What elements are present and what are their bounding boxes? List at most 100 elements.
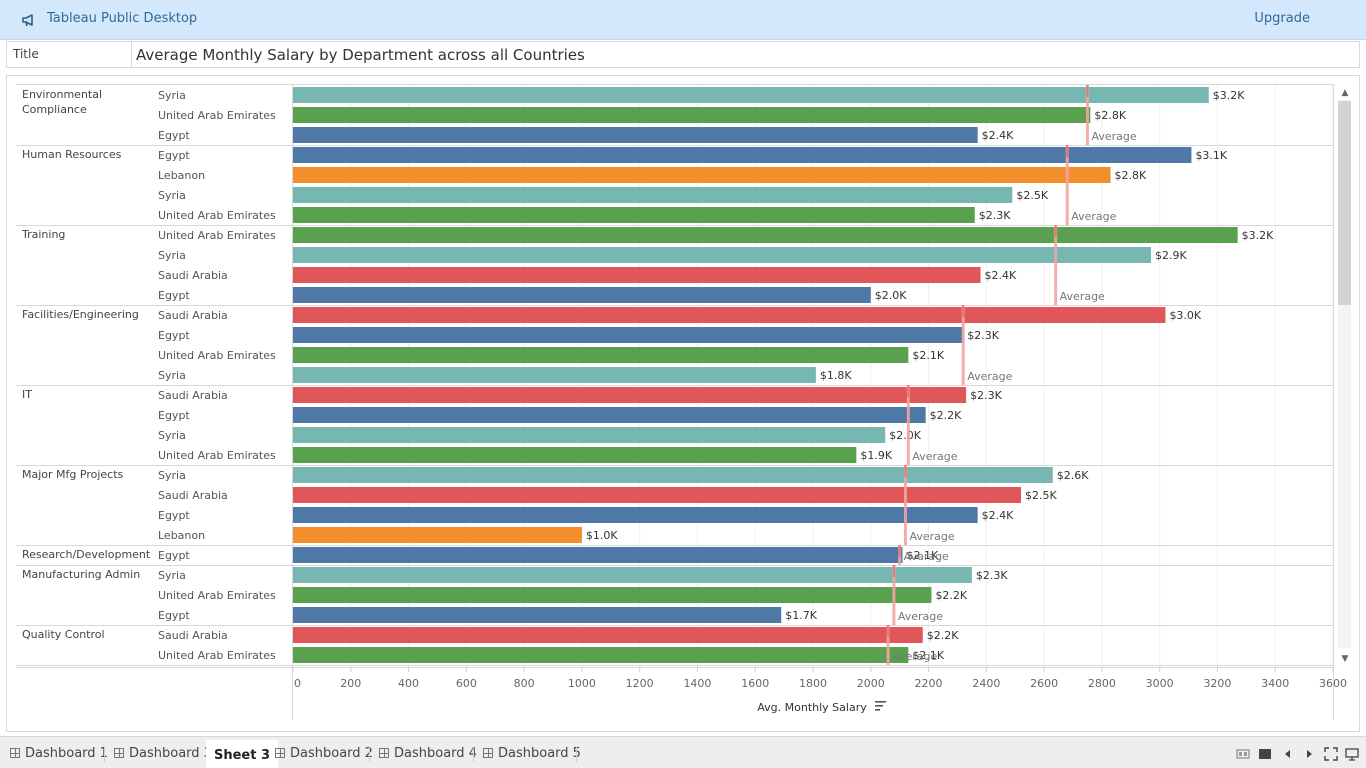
country-label: Syria — [158, 369, 186, 382]
vertical-scrollbar[interactable]: ▲ ▼ — [1335, 84, 1355, 668]
tab-sheet-3[interactable]: Sheet 3 — [206, 740, 279, 768]
bar[interactable] — [293, 227, 1238, 243]
country-label: United Arab Emirates — [158, 209, 276, 222]
upgrade-link[interactable]: Upgrade — [1254, 11, 1310, 26]
bar[interactable] — [293, 307, 1166, 323]
average-line[interactable] — [886, 625, 890, 665]
x-tick-label: 1000 — [568, 677, 596, 690]
scrollbar-thumb[interactable] — [1338, 101, 1351, 305]
bar[interactable] — [293, 487, 1021, 503]
country-label: Syria — [158, 89, 186, 102]
scroll-up-icon[interactable]: ▲ — [1341, 88, 1349, 98]
country-label: United Arab Emirates — [158, 109, 276, 122]
bar[interactable] — [293, 347, 909, 363]
average-line[interactable] — [1085, 85, 1089, 145]
department-label-line: Environmental — [22, 88, 102, 101]
country-label: Egypt — [158, 409, 190, 422]
sort-icon[interactable] — [875, 701, 886, 711]
average-line[interactable] — [961, 305, 965, 385]
tab-dashboard-3[interactable]: Dashboard 3 — [106, 740, 220, 768]
tab-dashboard-1[interactable]: Dashboard 1 — [2, 740, 116, 768]
country-label: Syria — [158, 429, 186, 442]
department-label: Major Mfg Projects — [22, 468, 124, 481]
average-line-cap — [1066, 145, 1069, 157]
x-tick-label: 2800 — [1088, 677, 1116, 690]
dashboard-icon — [483, 748, 493, 758]
department-label-line: Quality Control — [22, 628, 105, 641]
next-sheet-icon[interactable] — [1302, 747, 1316, 761]
previous-sheet-icon[interactable] — [1281, 747, 1295, 761]
department-group: Environmental Compliance Syria $3.2K United … — [16, 85, 1333, 146]
bar[interactable] — [293, 87, 1209, 103]
bar[interactable] — [293, 567, 972, 583]
bar-value-label: $2.5K — [1016, 189, 1048, 202]
bar[interactable] — [293, 467, 1053, 483]
department-label-line: Major Mfg Projects — [22, 468, 124, 481]
bar[interactable] — [293, 367, 816, 383]
bar[interactable] — [293, 327, 964, 343]
tab-label: Dashboard 1 — [25, 746, 108, 761]
department-label-line: Facilities/Engineering — [22, 308, 139, 321]
bar[interactable] — [293, 627, 923, 643]
bar-value-label: $2.6K — [1057, 469, 1089, 482]
present-icon[interactable] — [1345, 747, 1359, 761]
bar[interactable] — [293, 647, 909, 663]
bar[interactable] — [293, 447, 857, 463]
bar[interactable] — [293, 207, 975, 223]
bar[interactable] — [293, 527, 582, 543]
average-line[interactable] — [892, 565, 896, 625]
x-tick-label: 400 — [398, 677, 419, 690]
bar[interactable] — [293, 247, 1151, 263]
bar[interactable] — [293, 607, 782, 623]
department-group: Major Mfg Projects Syria $2.6K Saudi Arabia… — [16, 465, 1333, 546]
bar-value-label: $2.4K — [985, 269, 1017, 282]
average-line[interactable] — [903, 465, 907, 545]
x-axis-title[interactable]: Avg. Monthly Salary — [757, 701, 867, 714]
filmstrip-icon[interactable] — [1258, 747, 1272, 761]
fullscreen-icon[interactable] — [1324, 747, 1338, 761]
tab-dashboard-4[interactable]: Dashboard 4 — [371, 740, 485, 768]
bar[interactable] — [293, 427, 886, 443]
bar[interactable] — [293, 387, 967, 403]
country-label: Saudi Arabia — [158, 269, 228, 282]
bar-value-label: $1.9K — [860, 449, 892, 462]
average-line-cap — [962, 305, 965, 317]
bar[interactable] — [293, 547, 903, 563]
x-tick-label: 1800 — [799, 677, 827, 690]
x-axis: 0 200 400 600 800 1000 1200 1400 1600 1800 2000 220… — [292, 668, 1347, 714]
bar[interactable] — [293, 147, 1192, 163]
bar[interactable] — [293, 167, 1111, 183]
bar[interactable] — [293, 287, 871, 303]
megaphone-icon[interactable] — [20, 11, 38, 29]
dashboard-icon — [114, 748, 124, 758]
bar[interactable] — [293, 407, 926, 423]
country-label: Saudi Arabia — [158, 389, 228, 402]
bar[interactable] — [293, 187, 1013, 203]
x-tick-label: 3000 — [1146, 677, 1174, 690]
average-label: Average — [912, 450, 957, 463]
tab-label: Sheet 3 — [214, 748, 271, 763]
average-line[interactable] — [1054, 225, 1058, 305]
tab-label: Dashboard 4 — [394, 746, 477, 761]
bar[interactable] — [293, 507, 978, 523]
bar-value-label: $2.8K — [1094, 109, 1126, 122]
bar[interactable] — [293, 267, 981, 283]
scroll-down-icon[interactable]: ▼ — [1341, 654, 1349, 664]
department-label: Training — [21, 228, 65, 241]
department-label-line: Manufacturing Admin — [22, 568, 140, 581]
country-label: United Arab Emirates — [158, 229, 276, 242]
average-line[interactable] — [906, 385, 910, 465]
page-title[interactable]: Average Monthly Salary by Department acr… — [136, 46, 585, 64]
bar-value-label: $2.9K — [1155, 249, 1187, 262]
country-label: United Arab Emirates — [158, 449, 276, 462]
tab-dashboard-2[interactable]: Dashboard 2 — [267, 740, 381, 768]
department-label-line: Compliance — [22, 103, 87, 116]
tab-dashboard-5[interactable]: Dashboard 5 — [475, 740, 589, 768]
country-label: Egypt — [158, 289, 190, 302]
bar[interactable] — [293, 127, 978, 143]
sheet-sorter-icon[interactable] — [1236, 747, 1250, 761]
bar[interactable] — [293, 587, 932, 603]
average-line[interactable] — [1065, 145, 1069, 225]
sort-icon-bar — [875, 709, 880, 711]
bar[interactable] — [293, 107, 1091, 123]
